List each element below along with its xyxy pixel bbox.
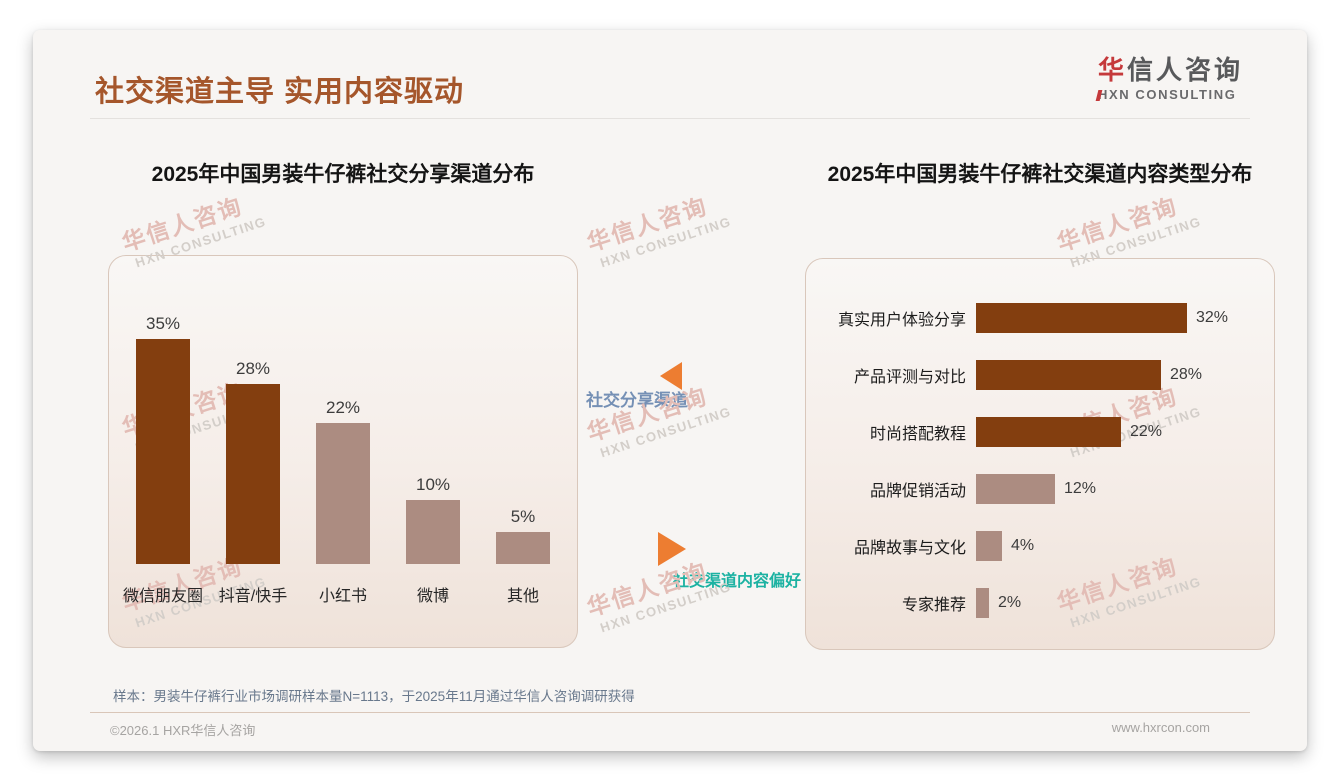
hbar bbox=[976, 588, 989, 618]
hbar-value-label: 22% bbox=[1130, 423, 1163, 440]
watermark-en-text: HXN CONSULTING bbox=[598, 213, 734, 271]
bar-category-label: 微博 bbox=[416, 588, 449, 605]
right-chart-panel: 真实用户体验分享 32% 产品评测与对比 28% 时尚搭配教程 22% 品牌促销活动 12% 品… bbox=[805, 258, 1275, 650]
hbar-row: 专家推荐 2% bbox=[806, 588, 1274, 618]
hbar-value-label: 32% bbox=[1196, 309, 1229, 326]
right-pointing-arrow-icon bbox=[658, 532, 686, 566]
hbar bbox=[976, 417, 1121, 447]
right-chart-rows: 真实用户体验分享 32% 产品评测与对比 28% 时尚搭配教程 22% 品牌促销活动 12% 品… bbox=[806, 303, 1274, 645]
page-title: 社交渠道主导 实用内容驱动 bbox=[95, 76, 465, 108]
bar-category-label: 其他 bbox=[506, 588, 539, 605]
hbar-value-label: 2% bbox=[998, 594, 1022, 611]
hbar-category-label: 品牌故事与文化 bbox=[853, 540, 966, 557]
bar-column: 5% bbox=[478, 507, 568, 564]
copyright-text: ©2026.1 HXR华信人咨询 bbox=[110, 723, 256, 738]
hbar bbox=[976, 531, 1002, 561]
bar-category-label: 抖音/快手 bbox=[218, 588, 288, 605]
hbar-row: 品牌故事与文化 4% bbox=[806, 531, 1274, 561]
left-chart-panel: 35% 28% 22% 10% 5% 微信朋友圈 抖音/快手 小红书 微博 其他 bbox=[108, 255, 578, 648]
left-chart-title: 2025年中国男装牛仔裤社交分享渠道分布 bbox=[151, 163, 535, 186]
bar-column: 35% bbox=[118, 314, 208, 564]
hbar-row: 产品评测与对比 28% bbox=[806, 360, 1274, 390]
hbar-row: 品牌促销活动 12% bbox=[806, 474, 1274, 504]
content-preference-annotation: 社交渠道内容偏好 bbox=[673, 573, 802, 590]
bar-column: 28% bbox=[208, 359, 298, 564]
logo-cn-gray-chars: 信人咨询 bbox=[1126, 55, 1243, 85]
hbar bbox=[976, 360, 1161, 390]
watermark-cn-text: 华信人咨询 bbox=[583, 192, 711, 256]
hbar-value-label: 4% bbox=[1011, 537, 1035, 554]
hbar-category-label: 专家推荐 bbox=[901, 597, 966, 614]
footer-divider bbox=[90, 712, 1250, 713]
hbar-category-label: 产品评测与对比 bbox=[853, 369, 966, 386]
hbar-value-label: 28% bbox=[1170, 366, 1203, 383]
share-channel-annotation: 社交分享渠道 bbox=[586, 391, 688, 410]
bar bbox=[136, 339, 190, 564]
bar-value-label: 5% bbox=[510, 507, 536, 526]
hbar bbox=[976, 474, 1055, 504]
sample-note: 样本：男装牛仔裤行业市场调研样本量N=1113，于2025年11月通过华信人咨询… bbox=[113, 689, 635, 704]
bar-value-label: 10% bbox=[415, 475, 451, 494]
hbar-row: 真实用户体验分享 32% bbox=[806, 303, 1274, 333]
hbar-row: 时尚搭配教程 22% bbox=[806, 417, 1274, 447]
logo-en-text: HXN CONSULTING bbox=[1098, 87, 1243, 102]
hbar-category-label: 品牌促销活动 bbox=[869, 483, 966, 500]
company-logo: 华信人咨询 HXN CONSULTING bbox=[1097, 55, 1243, 102]
bar-value-label: 22% bbox=[325, 398, 361, 417]
hbar bbox=[976, 303, 1187, 333]
bar-column: 10% bbox=[388, 475, 478, 564]
hbar-value-label: 12% bbox=[1064, 480, 1097, 497]
bar-category-label: 微信朋友圈 bbox=[122, 588, 203, 605]
slide-card: 社交渠道主导 实用内容驱动 华信人咨询 HXN CONSULTING 2025年… bbox=[33, 30, 1307, 751]
bar bbox=[496, 532, 550, 564]
left-chart-categories: 微信朋友圈 抖音/快手 小红书 微博 其他 bbox=[118, 582, 568, 606]
logo-cn-red-char: 华 bbox=[1097, 55, 1127, 85]
bar-column: 22% bbox=[298, 398, 388, 564]
bar bbox=[316, 423, 370, 564]
left-chart-bars: 35% 28% 22% 10% 5% bbox=[118, 256, 568, 564]
left-pointing-arrow-icon bbox=[660, 362, 682, 390]
header-divider bbox=[90, 118, 1250, 119]
hbar-category-label: 真实用户体验分享 bbox=[837, 312, 966, 329]
bar bbox=[406, 500, 460, 564]
right-chart-title: 2025年中国男装牛仔裤社交渠道内容类型分布 bbox=[827, 163, 1253, 186]
logo-cn-text: 华信人咨询 bbox=[1097, 55, 1243, 86]
bar-value-label: 28% bbox=[235, 359, 271, 378]
bar-category-label: 小红书 bbox=[318, 588, 367, 605]
website-text: www.hxrcon.com bbox=[1111, 720, 1210, 735]
hbar-category-label: 时尚搭配教程 bbox=[869, 426, 966, 443]
bar-value-label: 35% bbox=[145, 314, 181, 333]
bar bbox=[226, 384, 280, 564]
